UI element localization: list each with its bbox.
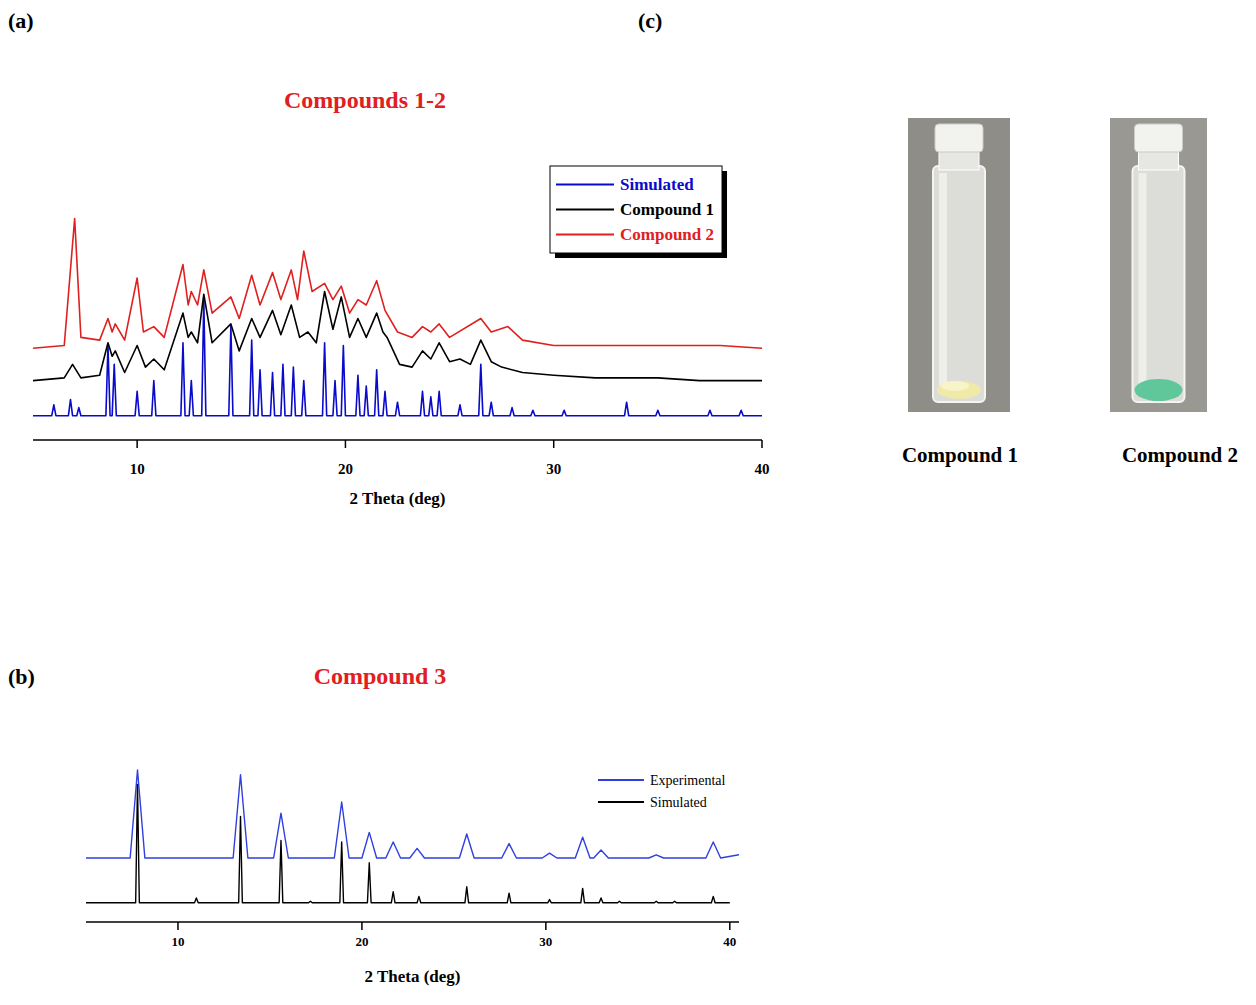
x-tick-label: 30 [539, 934, 552, 949]
legend-swatch [556, 209, 614, 211]
legend-label: Experimental [650, 773, 726, 788]
vial-glass [1133, 166, 1185, 402]
x-axis [86, 921, 739, 923]
chart-panel: (b) Compound 3 10 20 30 40 2 Theta (deg) Experi… [8, 663, 739, 986]
x-axis [33, 439, 762, 441]
chart-title: Compounds 1-2 [284, 87, 446, 113]
photo-caption: Compound 1 [902, 443, 1018, 467]
series-line [33, 292, 762, 381]
x-tick-label: 10 [171, 934, 184, 949]
x-tick [361, 922, 363, 930]
data-group [86, 770, 739, 903]
series-line [33, 219, 762, 349]
vial-glass [933, 166, 985, 402]
legend-swatch [598, 801, 644, 803]
vial-content [941, 381, 969, 391]
vial-highlight [939, 173, 947, 387]
chart-panel: (a) Compounds 1-2 10 20 30 40 2 Theta (deg) Sim… [8, 8, 770, 508]
x-tick [553, 440, 555, 448]
x-tick-label: 10 [130, 461, 145, 477]
legend-label: Simulated [650, 795, 707, 810]
legend-label: Simulated [620, 175, 694, 194]
panel-label: (b) [8, 664, 35, 689]
x-tick-label: 40 [755, 461, 770, 477]
panel-label: (a) [8, 8, 34, 33]
photo-background [1110, 118, 1207, 412]
x-tick [136, 440, 138, 448]
vial-stopper [935, 124, 983, 152]
x-tick [177, 922, 179, 930]
x-tick-label: 20 [355, 934, 368, 949]
vial-photo [908, 118, 1010, 412]
vial-content [937, 381, 981, 399]
x-tick [729, 922, 731, 930]
legend-swatch [598, 779, 644, 781]
vial-content [1135, 379, 1183, 401]
legend: Experimental Simulated [598, 773, 726, 810]
photo-caption: Compound 2 [1122, 443, 1238, 467]
x-tick-label: 40 [723, 934, 736, 949]
photo-panel: (c) Compound 1 Compound 2 [638, 8, 1238, 467]
x-tick-label: 20 [338, 461, 353, 477]
x-tick [345, 440, 347, 448]
vial-photo [1110, 118, 1207, 412]
photo-background [908, 118, 1010, 412]
panel-label: (c) [638, 8, 662, 33]
x-axis-title: 2 Theta (deg) [364, 967, 460, 986]
chart-title: Compound 3 [314, 663, 447, 689]
vial-stopper [1135, 124, 1183, 152]
legend-swatch [556, 234, 614, 236]
series-line [86, 784, 730, 902]
vial-highlight [1139, 173, 1147, 387]
series-line [86, 770, 739, 858]
legend-box [550, 166, 722, 253]
x-tick [545, 922, 547, 930]
figure: (a) Compounds 1-2 10 20 30 40 2 Theta (deg) Sim… [0, 0, 1256, 1005]
legend: Simulated Compound 1 Compound 2 [550, 166, 727, 258]
legend-label: Compound 2 [620, 225, 714, 244]
legend-swatch [556, 184, 614, 186]
legend-label: Compound 1 [620, 200, 714, 219]
x-tick-label: 30 [546, 461, 561, 477]
x-tick [761, 440, 763, 448]
x-axis-title: 2 Theta (deg) [349, 489, 445, 508]
